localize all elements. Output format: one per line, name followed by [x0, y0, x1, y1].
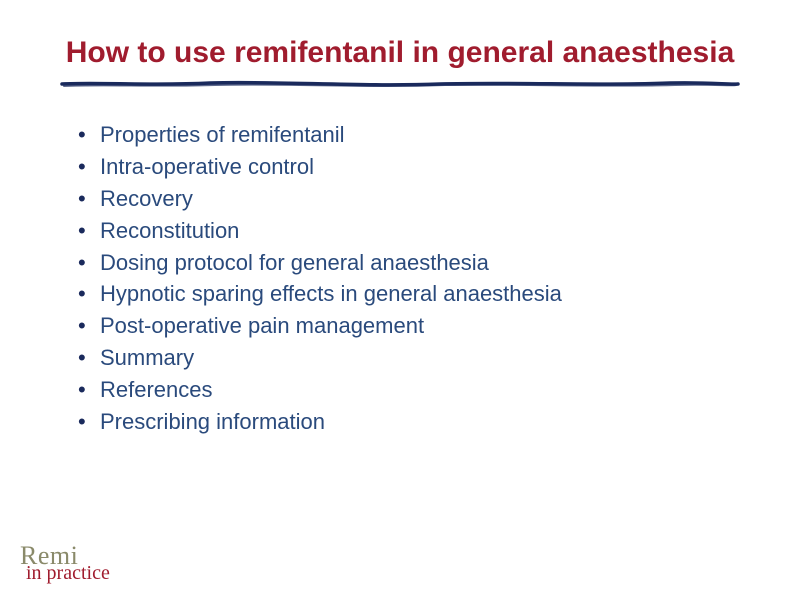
- list-item: Reconstitution: [78, 215, 740, 247]
- brand-logo: Remi in practice: [20, 545, 110, 582]
- list-item: Properties of remifentanil: [78, 119, 740, 151]
- list-item: Post-operative pain management: [78, 310, 740, 342]
- list-item: Dosing protocol for general anaesthesia: [78, 247, 740, 279]
- list-item: Hypnotic sparing effects in general anae…: [78, 278, 740, 310]
- list-item: Summary: [78, 342, 740, 374]
- slide-container: How to use remifentanil in general anaes…: [0, 0, 800, 600]
- list-item: References: [78, 374, 740, 406]
- list-item: Intra-operative control: [78, 151, 740, 183]
- logo-sub-text: in practice: [20, 565, 110, 582]
- title-underline: [60, 79, 740, 89]
- slide-title: How to use remifentanil in general anaes…: [60, 35, 740, 71]
- bullet-list: Properties of remifentanil Intra-operati…: [60, 119, 740, 438]
- list-item: Recovery: [78, 183, 740, 215]
- list-item: Prescribing information: [78, 406, 740, 438]
